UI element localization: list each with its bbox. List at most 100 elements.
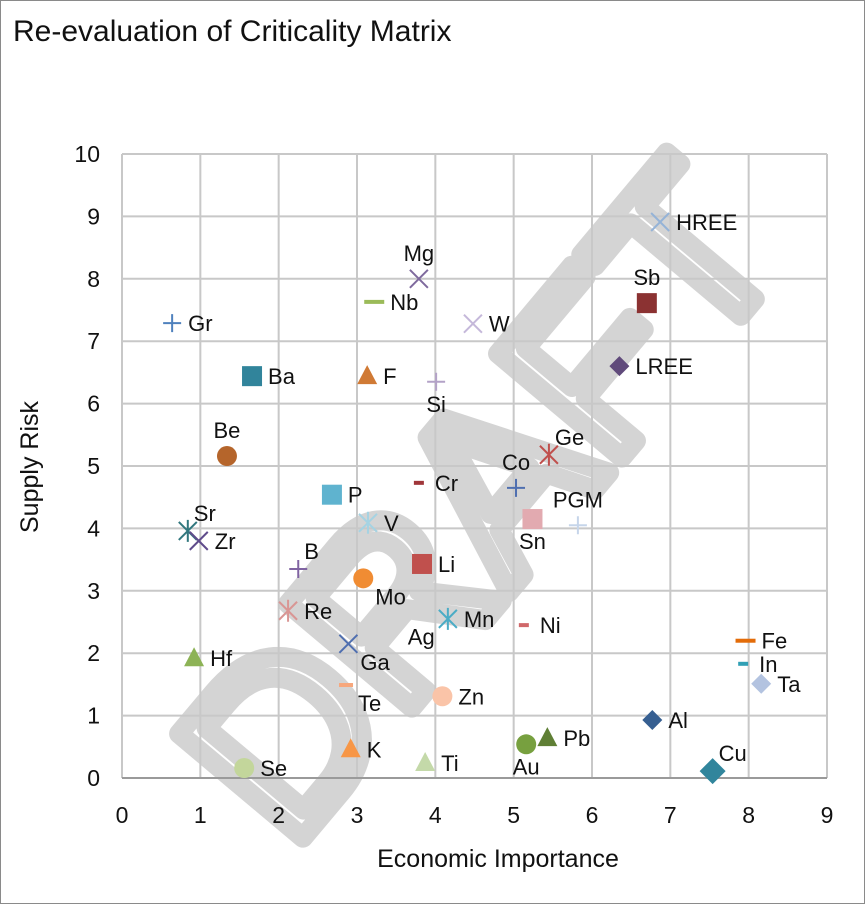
point-ti-triangle-marker [415,752,436,772]
x-tick-label: 3 [351,802,364,828]
point-co-label: Co [502,450,530,475]
point-ti-label: Ti [441,751,459,776]
x-tick-label: 4 [429,802,442,828]
x-tick-label: 7 [664,802,677,828]
data-points: Gr Ba Be Sr Zr Hf Se B Re P Ga Te K Mg Nb F Si V Cr Mo Li Mn A… [163,210,801,785]
x-tick-label: 0 [116,802,129,828]
chart-title: Re-evaluation of Criticality Matrix [13,15,452,48]
point-ba-label: Ba [268,364,296,389]
point-mg-x-marker [409,269,429,289]
point-ta-label: Ta [777,672,801,697]
y-tick-label: 1 [87,703,100,729]
point-te-label: Te [358,691,381,716]
point-mg-label: Mg [404,241,435,266]
y-tick-label: 4 [87,515,100,541]
point-re-label: Re [304,599,332,624]
point-f-triangle-marker [357,365,378,385]
point-hree-label: HREE [676,210,737,235]
y-axis-title: Supply Risk [16,401,44,533]
point-ge-label: Ge [555,425,584,450]
point-ta-diamond-marker [751,673,772,694]
y-tick-label: 5 [87,453,100,479]
point-al-label: Al [668,708,688,733]
y-tick-label: 7 [87,328,100,354]
point-ge-star-marker [539,443,559,466]
point-mo-circle-marker [353,568,374,589]
point-mo-label: Mo [375,584,406,609]
point-te-dash-marker [339,683,354,688]
point-fe-dash-marker [735,638,756,643]
point-co-plus-marker [507,478,526,497]
point-cu-label: Cu [719,741,747,766]
point-lree-diamond-marker [609,356,630,377]
x-tick-label: 9 [821,802,834,828]
tick-labels: 0 1 2 3 4 5 6 7 8 9 0 1 2 3 4 5 6 7 8 9 10 [74,141,833,828]
y-tick-label: 0 [87,765,100,791]
point-v-label: V [384,511,399,536]
point-in-dash-marker [738,661,749,666]
point-fe-label: Fe [762,629,788,654]
point-sb-label: Sb [633,265,660,290]
point-ga-x-marker [338,634,359,654]
point-se-circle-marker [234,758,255,779]
point-au-label: Au [513,754,540,779]
point-k-triangle-marker [340,738,361,758]
point-nb-dash-marker [364,299,385,304]
point-mn-star-marker [438,607,458,630]
point-k-label: K [367,737,382,762]
point-re-star-marker [278,599,298,622]
point-zr-x-marker [189,531,209,551]
point-se-label: Se [260,756,287,781]
point-sr-label: Sr [194,501,216,526]
point-b-plus-marker [289,559,308,578]
x-tick-label: 2 [272,802,285,828]
point-w-x-marker [463,314,483,334]
x-tick-label: 1 [194,802,207,828]
point-ni-dash-marker [518,623,529,628]
point-pgm-plus-marker [568,516,587,535]
point-cr-dash-marker [413,480,424,485]
point-sn-square-marker [522,509,543,530]
point-zr-label: Zr [215,529,236,554]
point-ga-label: Ga [360,650,390,675]
x-tick-label: 8 [742,802,755,828]
x-tick-label: 6 [586,802,599,828]
point-lree-label: LREE [635,354,692,379]
point-gr-plus-marker [163,314,182,333]
point-gr-label: Gr [188,311,212,336]
point-zn-circle-marker [432,686,453,707]
point-p-square-marker [321,484,342,505]
y-tick-label: 2 [87,640,100,666]
point-be-circle-marker [216,446,237,467]
point-in-label: In [759,652,777,677]
point-hree-x-marker [650,212,670,232]
grid [121,153,828,779]
y-tick-label: 10 [74,141,100,167]
point-au-circle-marker [516,734,537,755]
point-hf-triangle-marker [184,647,205,667]
x-tick-label: 5 [507,802,520,828]
point-sn-label: Sn [519,529,546,554]
y-tick-label: 3 [87,578,100,604]
y-tick-label: 6 [87,391,100,417]
point-si-label: Si [426,392,446,417]
point-mn-label: Mn [464,607,495,632]
point-cu-diamond-marker [699,758,726,785]
point-nb-label: Nb [390,290,418,315]
point-ni-label: Ni [540,613,561,638]
point-li-label: Li [438,552,455,577]
point-al-diamond-marker [642,709,663,730]
point-cr-label: Cr [435,471,458,496]
y-tick-label: 8 [87,266,100,292]
point-ag-label: Ag [408,624,435,649]
point-p-label: P [348,483,363,508]
point-si-plus-marker [427,372,446,391]
y-tick-label: 9 [87,203,100,229]
point-hf-label: Hf [210,646,233,671]
point-be-label: Be [214,418,241,443]
point-pgm-label: PGM [553,487,603,512]
point-w-label: W [489,312,510,337]
point-ba-square-marker [242,366,263,387]
